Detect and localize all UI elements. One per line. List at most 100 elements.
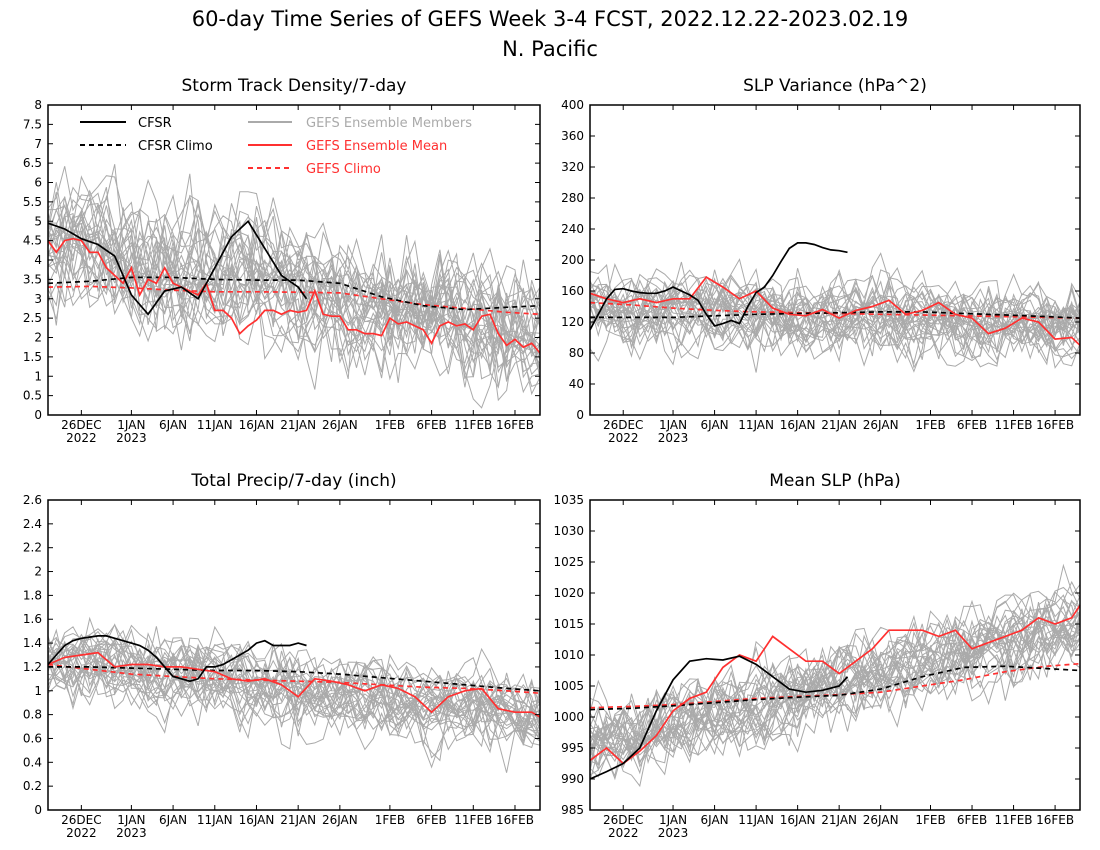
y-tick-label: 985 bbox=[561, 803, 584, 817]
legend-label-members: GEFS Ensemble Members bbox=[306, 116, 472, 131]
panel-title: Mean SLP (hPa) bbox=[769, 471, 901, 491]
x-tick-label: 11FEB bbox=[995, 418, 1033, 432]
plot-area: 985 990 995 1000 1005 1010 1015 1020 1025 1030 103… bbox=[553, 493, 1081, 840]
y-tick-label: 40 bbox=[569, 377, 584, 391]
x-tick-label: 6JAN bbox=[159, 418, 187, 432]
series-line-gefs-ensemble-mean bbox=[589, 604, 1081, 765]
plot-frame bbox=[47, 104, 541, 416]
series-line-gefs-climo bbox=[47, 285, 541, 316]
y-tick-label: 3 bbox=[34, 292, 42, 306]
x-tick-label: 1JAN bbox=[117, 418, 145, 432]
ensemble-member-line bbox=[47, 227, 541, 387]
y-tick-label: 1.5 bbox=[23, 350, 42, 364]
ensemble-member-line bbox=[589, 615, 1081, 767]
y-tick-label: 5.5 bbox=[23, 195, 42, 209]
series-line-gefs-ensemble-mean bbox=[589, 275, 1081, 346]
x-tick-label: 6FEB bbox=[416, 813, 446, 827]
x-tick-label: 16JAN bbox=[780, 418, 816, 432]
y-tick-label: 1.4 bbox=[23, 636, 42, 650]
y-tick-label: 0.5 bbox=[23, 389, 42, 403]
y-tick-label: 1 bbox=[34, 684, 42, 698]
x-tick-year-label: 2023 bbox=[116, 431, 147, 445]
series-line-cfsr bbox=[47, 219, 308, 316]
x-tick-label: 16JAN bbox=[239, 418, 275, 432]
x-tick-label: 16FEB bbox=[496, 813, 534, 827]
panel-slp-variance: SLP Variance (hPa^2) 0 40 80 120 160 200 240 28… bbox=[561, 76, 1081, 445]
ensemble-member-line bbox=[47, 212, 541, 346]
y-tick-label: 200 bbox=[561, 253, 584, 267]
panel-total-precip: Total Precip/7-day (inch) 0 0.2 0.4 0.6 0.8 1… bbox=[23, 471, 541, 840]
x-tick-label: 26DEC bbox=[603, 418, 643, 432]
panel-title: Total Precip/7-day (inch) bbox=[190, 471, 396, 491]
ensemble-member-line bbox=[589, 580, 1081, 758]
y-tick-label: 3.5 bbox=[23, 272, 42, 286]
y-tick-label: 2.5 bbox=[23, 311, 42, 325]
x-tick-year-label: 2022 bbox=[608, 826, 639, 840]
ensemble-member-line bbox=[47, 640, 541, 740]
y-tick-label: 1000 bbox=[553, 710, 584, 724]
ensemble-member-line bbox=[589, 280, 1081, 367]
ensemble-member-line bbox=[47, 616, 541, 729]
y-tick-label: 0 bbox=[576, 408, 584, 422]
x-tick-label: 6JAN bbox=[159, 813, 187, 827]
series-line-gefs-ensemble-mean bbox=[47, 237, 541, 354]
x-tick-label: 11JAN bbox=[197, 418, 233, 432]
y-tick-label: 6.5 bbox=[23, 156, 42, 170]
legend-label-cfsr-climo: CFSR Climo bbox=[138, 139, 213, 154]
x-tick-label: 11JAN bbox=[197, 813, 233, 827]
ensemble-member-line bbox=[47, 219, 541, 409]
panel-storm-track-density: Storm Track Density/7-day 0 0.5 1 1.5 2 2.5 3 3… bbox=[23, 76, 541, 445]
x-tick-label: 11FEB bbox=[995, 813, 1033, 827]
x-tick-label: 21JAN bbox=[821, 813, 857, 827]
y-tick-label: 1.2 bbox=[23, 660, 42, 674]
y-tick-label: 1.8 bbox=[23, 588, 42, 602]
x-tick-year-label: 2023 bbox=[658, 826, 689, 840]
ensemble-member-line bbox=[47, 166, 541, 364]
y-tick-label: 240 bbox=[561, 222, 584, 236]
x-tick-label: 26JAN bbox=[322, 418, 358, 432]
y-tick-label: 4 bbox=[34, 253, 42, 267]
y-tick-label: 120 bbox=[561, 315, 584, 329]
plot-area: 00.511.522.533.544.555.566.577.5826DEC20… bbox=[23, 98, 541, 445]
y-tick-label: 5 bbox=[34, 214, 42, 228]
legend: CFSR CFSR Climo GEFS Ensemble Members GE… bbox=[80, 116, 472, 177]
panel-mean-slp: Mean SLP (hPa) 985 990 995 1000 1005 1010 1015… bbox=[553, 471, 1081, 840]
y-tick-label: 2.4 bbox=[23, 517, 42, 531]
ensemble-member-line bbox=[589, 264, 1081, 350]
series-line-cfsr-climo bbox=[589, 665, 1081, 711]
y-tick-label: 1010 bbox=[553, 648, 584, 662]
x-tick-year-label: 2023 bbox=[658, 431, 689, 445]
x-tick-label: 1JAN bbox=[659, 813, 687, 827]
y-tick-label: 2 bbox=[34, 565, 42, 579]
plot-frame bbox=[47, 499, 541, 811]
ensemble-member-line bbox=[589, 584, 1081, 761]
y-tick-label: 0.2 bbox=[23, 779, 42, 793]
panel-title: Storm Track Density/7-day bbox=[182, 76, 407, 96]
x-tick-label: 1FEB bbox=[375, 813, 405, 827]
y-tick-label: 0.6 bbox=[23, 731, 42, 745]
y-tick-label: 1035 bbox=[553, 493, 584, 507]
x-tick-label: 6JAN bbox=[700, 418, 728, 432]
x-tick-year-label: 2022 bbox=[66, 826, 97, 840]
x-tick-label: 26JAN bbox=[322, 813, 358, 827]
y-tick-label: 0.8 bbox=[23, 708, 42, 722]
plot-frame bbox=[589, 104, 1081, 416]
ensemble-member-line bbox=[47, 634, 541, 733]
figure-subtitle: N. Pacific bbox=[502, 37, 598, 61]
series-line-cfsr bbox=[589, 655, 849, 780]
x-tick-label: 1FEB bbox=[915, 418, 945, 432]
ensemble-member-line bbox=[589, 282, 1081, 354]
ensemble-member-line bbox=[589, 262, 1081, 366]
y-tick-label: 1 bbox=[34, 369, 42, 383]
y-tick-label: 160 bbox=[561, 284, 584, 298]
y-tick-label: 2 bbox=[34, 331, 42, 345]
x-tick-label: 21JAN bbox=[821, 418, 857, 432]
panel-title: SLP Variance (hPa^2) bbox=[743, 76, 927, 96]
x-tick-label: 16FEB bbox=[496, 418, 534, 432]
ensemble-member-line bbox=[589, 595, 1081, 758]
series-line-gefs-ensemble-mean bbox=[47, 651, 541, 718]
x-tick-label: 21JAN bbox=[280, 813, 316, 827]
ensemble-member-line bbox=[47, 196, 541, 380]
plot-area: 0 0.2 0.4 0.6 0.8 1 1.2 1.4 1.6 1.8 2 2.2 2.4 2.6 26DE… bbox=[23, 493, 541, 840]
